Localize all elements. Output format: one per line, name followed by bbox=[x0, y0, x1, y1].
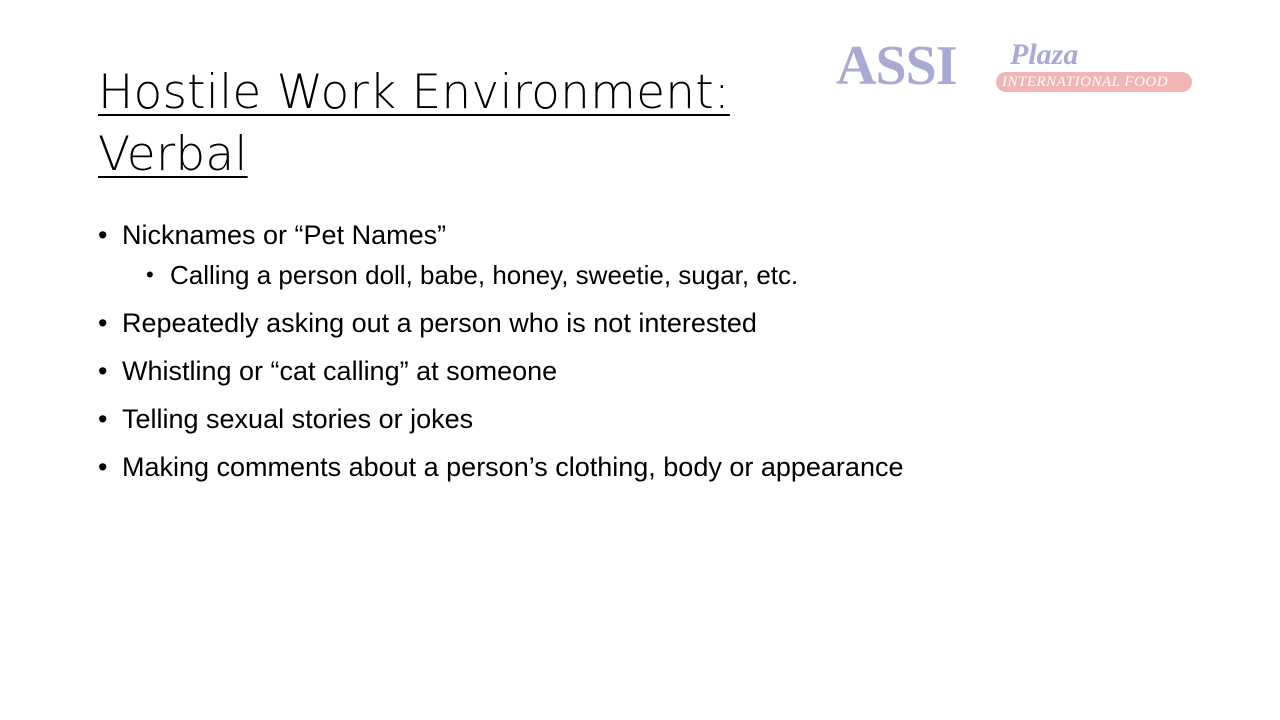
assi-plaza-logo: ASSI Plaza INTERNATIONAL FOOD bbox=[836, 36, 1196, 96]
bullet-item: Repeatedly asking out a person who is no… bbox=[98, 306, 1198, 340]
logo-brand-text: ASSI bbox=[836, 35, 958, 97]
bullet-text: Making comments about a person’s clothin… bbox=[122, 452, 904, 482]
bullet-item: Making comments about a person’s clothin… bbox=[98, 450, 1198, 484]
bullet-text: Whistling or “cat calling” at someone bbox=[122, 356, 558, 386]
sub-bullet-list: Calling a person doll, babe, honey, swee… bbox=[122, 258, 1198, 292]
bullet-item: Whistling or “cat calling” at someone bbox=[98, 354, 1198, 388]
sub-bullet-text: Calling a person doll, babe, honey, swee… bbox=[170, 260, 799, 290]
bullet-text: Repeatedly asking out a person who is no… bbox=[122, 308, 757, 338]
sub-bullet-item: Calling a person doll, babe, honey, swee… bbox=[122, 258, 1198, 292]
title-line-1: Hostile Work Environment: bbox=[98, 65, 730, 120]
bullet-item: Nicknames or “Pet Names” Calling a perso… bbox=[98, 218, 1198, 292]
slide-title: Hostile Work Environment: Verbal bbox=[98, 62, 730, 186]
bullet-item: Telling sexual stories or jokes bbox=[98, 402, 1198, 436]
logo-band bbox=[996, 72, 1192, 92]
bullet-text: Nicknames or “Pet Names” bbox=[122, 220, 447, 250]
title-line-2: Verbal bbox=[98, 127, 248, 182]
bullet-list: Nicknames or “Pet Names” Calling a perso… bbox=[98, 218, 1198, 498]
logo-plaza-text: Plaza bbox=[1010, 38, 1079, 71]
bullet-text: Telling sexual stories or jokes bbox=[122, 404, 474, 434]
logo-tagline: INTERNATIONAL FOOD bbox=[1002, 74, 1169, 90]
